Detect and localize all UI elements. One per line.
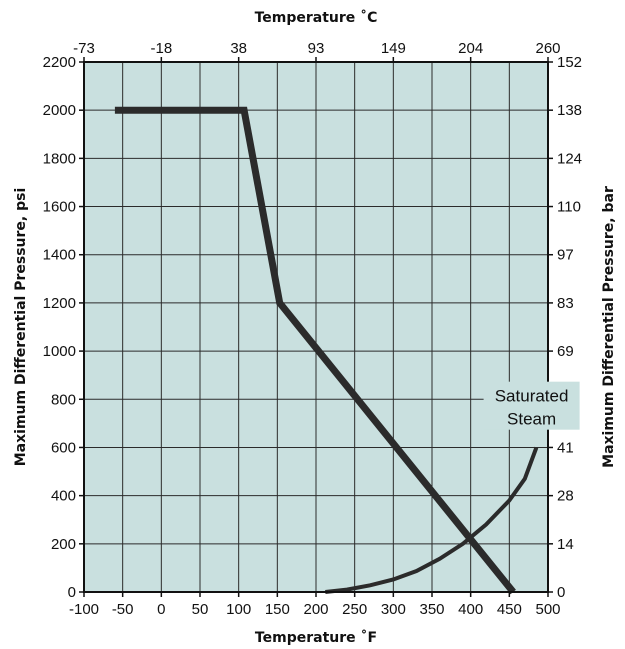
x-tick-label: 250 <box>342 601 367 618</box>
y2-tick-label: 0 <box>557 584 565 601</box>
x-tick-label: 400 <box>458 601 483 618</box>
y2-axis-title: Maximum Differential Pressure, bar <box>601 186 617 468</box>
y-tick-label: 200 <box>51 536 76 553</box>
y-tick-label: 2200 <box>43 54 76 71</box>
max-pressure-line <box>114 106 516 595</box>
y-tick-label: 2000 <box>43 102 76 119</box>
x2-tick-label: 260 <box>535 40 560 57</box>
x-tick-label: 0 <box>157 601 165 618</box>
y-axis-title: Maximum Differential Pressure, psi <box>13 188 29 467</box>
y-tick-label: 0 <box>68 584 76 601</box>
x-tick-label: 50 <box>192 601 209 618</box>
x-axis-title: Temperature ˚F <box>255 629 377 646</box>
y-tick-label: 600 <box>51 439 76 456</box>
annotation-line2: Steam <box>507 410 556 429</box>
y2-tick-label: 14 <box>557 536 574 553</box>
x-tick-label: 450 <box>497 601 522 618</box>
y-tick-label: 1200 <box>43 295 76 312</box>
x2-tick-label: 204 <box>458 40 483 57</box>
saturated-steam-curve <box>325 446 539 594</box>
y-tick-label: 1400 <box>43 247 76 264</box>
x-tick-label: -50 <box>112 601 134 618</box>
annotation-group: Saturated Steam <box>483 381 580 430</box>
y-tick-label: 1600 <box>43 199 76 216</box>
x2-tick-label: -73 <box>73 40 95 57</box>
y-tick-label: 400 <box>51 488 76 505</box>
grid <box>84 62 548 592</box>
x-tick-label: 150 <box>265 601 290 618</box>
y-tick-label: 1800 <box>43 150 76 167</box>
x2-tick-label: -18 <box>150 40 172 57</box>
x-tick-label: 100 <box>226 601 251 618</box>
annotation-background <box>483 381 580 430</box>
y2-tick-label: 110 <box>557 199 581 216</box>
tick-group: -100 -50 0 50 100 150 200 250 300 350 400 450 500 -73… <box>43 40 582 618</box>
x-tick-label: 200 <box>303 601 328 618</box>
x-tick-label: -100 <box>69 601 99 618</box>
x2-axis-title: Temperature ˚C <box>255 9 378 26</box>
y2-tick-label: 152 <box>557 54 582 71</box>
x2-tick-label: 38 <box>230 40 247 57</box>
y-tick-label: 1000 <box>43 343 76 360</box>
y2-tick-label: 97 <box>557 247 574 264</box>
y2-tick-label: 138 <box>557 102 582 119</box>
annotation-line1: Saturated <box>495 387 569 406</box>
x2-tick-label: 149 <box>381 40 406 57</box>
y2-tick-label: 28 <box>557 488 574 505</box>
y2-tick-label: 41 <box>557 439 574 456</box>
x-tick-label: 300 <box>381 601 406 618</box>
y2-tick-label: 83 <box>557 295 574 312</box>
series-group <box>114 106 539 595</box>
x-tick-label: 350 <box>419 601 444 618</box>
x-tick-label: 500 <box>535 601 560 618</box>
y2-tick-label: 69 <box>557 343 574 360</box>
y-tick-label: 800 <box>51 391 76 408</box>
x2-tick-label: 93 <box>308 40 325 57</box>
y2-tick-label: 124 <box>557 150 582 167</box>
